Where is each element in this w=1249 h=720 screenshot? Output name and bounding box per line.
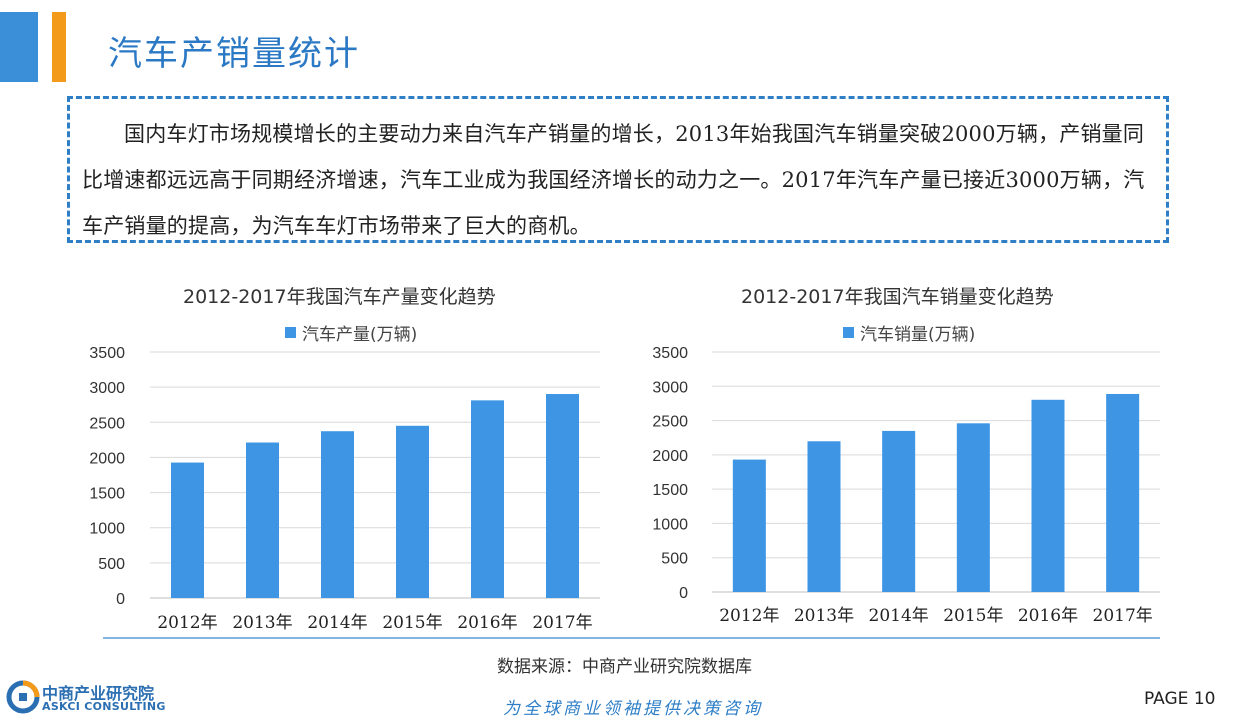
bar: [396, 425, 429, 598]
legend-production: 汽车产量(万辆): [285, 320, 417, 345]
x-tick-label: 2012年: [719, 606, 779, 626]
bar: [882, 430, 916, 592]
intro-paragraph: 国内车灯市场规模增长的主要动力来自汽车产销量的增长，2013年始我国汽车销量突破…: [82, 122, 1145, 238]
y-tick-label: 2500: [89, 415, 125, 432]
y-tick-label: 3000: [652, 379, 688, 396]
legend-label-sales: 汽车销量(万辆): [860, 325, 976, 345]
bar: [807, 441, 841, 592]
y-tick-label: 2000: [652, 448, 688, 465]
x-tick-label: 2016年: [1018, 606, 1078, 626]
bar: [246, 442, 279, 598]
legend-label-production: 汽车产量(万辆): [302, 325, 418, 345]
y-tick-label: 3000: [89, 380, 125, 397]
legend-sales: 汽车销量(万辆): [843, 320, 975, 345]
bar: [471, 400, 504, 598]
x-tick-label: 2015年: [943, 606, 1003, 626]
accent-bar-blue: [0, 12, 38, 82]
bar: [1106, 393, 1140, 592]
x-tick-label: 2015年: [382, 613, 442, 633]
page-title: 汽车产销量统计: [108, 34, 360, 74]
company-logo: 中商产业研究院 ASKCI CONSULTING: [6, 678, 176, 716]
slogan: 为全球商业领袖提供决策咨询: [503, 699, 763, 719]
x-tick-label: 2017年: [1093, 606, 1153, 626]
intro-box: 国内车灯市场规模增长的主要动力来自汽车产销量的增长，2013年始我国汽车销量突破…: [67, 96, 1169, 243]
logo-subtitle: ASKCI CONSULTING: [42, 700, 166, 713]
logo-mark-icon: [6, 680, 40, 714]
y-tick-label: 2000: [89, 450, 125, 467]
chart-title-sales: 2012-2017年我国汽车销量变化趋势: [741, 286, 1054, 308]
y-tick-label: 0: [116, 591, 125, 608]
y-tick-label: 500: [98, 556, 125, 573]
bar: [171, 462, 204, 598]
y-tick-label: 0: [679, 585, 688, 602]
bar: [956, 423, 990, 592]
accent-bar-orange: [52, 12, 66, 82]
x-tick-label: 2017年: [532, 613, 592, 633]
legend-swatch-production: [285, 327, 296, 338]
x-tick-label: 2014年: [307, 613, 367, 633]
y-tick-label: 1000: [652, 516, 688, 533]
y-tick-label: 1500: [652, 482, 688, 499]
chart-title-production: 2012-2017年我国汽车产量变化趋势: [183, 286, 496, 308]
y-tick-label: 1500: [89, 486, 125, 503]
data-source: 数据来源：中商产业研究院数据库: [497, 657, 752, 677]
legend-swatch-sales: [843, 327, 854, 338]
x-tick-label: 2013年: [794, 606, 854, 626]
x-tick-label: 2012年: [157, 613, 217, 633]
y-tick-label: 1000: [89, 521, 125, 538]
chart-production: 0 500 1000 1500 2000 2500 3000 3500 2012年 2013年 20…: [89, 345, 600, 633]
y-tick-label: 2500: [652, 414, 688, 431]
x-tick-label: 2016年: [457, 613, 517, 633]
logo-name: 中商产业研究院: [42, 684, 155, 703]
bar: [321, 431, 354, 598]
x-tick-label: 2013年: [232, 613, 292, 633]
y-tick-label: 3500: [652, 345, 688, 362]
chart-sales: 0 500 1000 1500 2000 2500 3000 3500 2012年 2013年 20…: [652, 345, 1160, 626]
x-tick-label: 2014年: [869, 606, 929, 626]
page-number: PAGE 10: [1144, 689, 1216, 709]
bar: [1031, 399, 1065, 592]
bar: [732, 459, 766, 592]
y-tick-label: 500: [661, 551, 688, 568]
y-tick-label: 3500: [89, 345, 125, 362]
bar: [546, 394, 579, 598]
